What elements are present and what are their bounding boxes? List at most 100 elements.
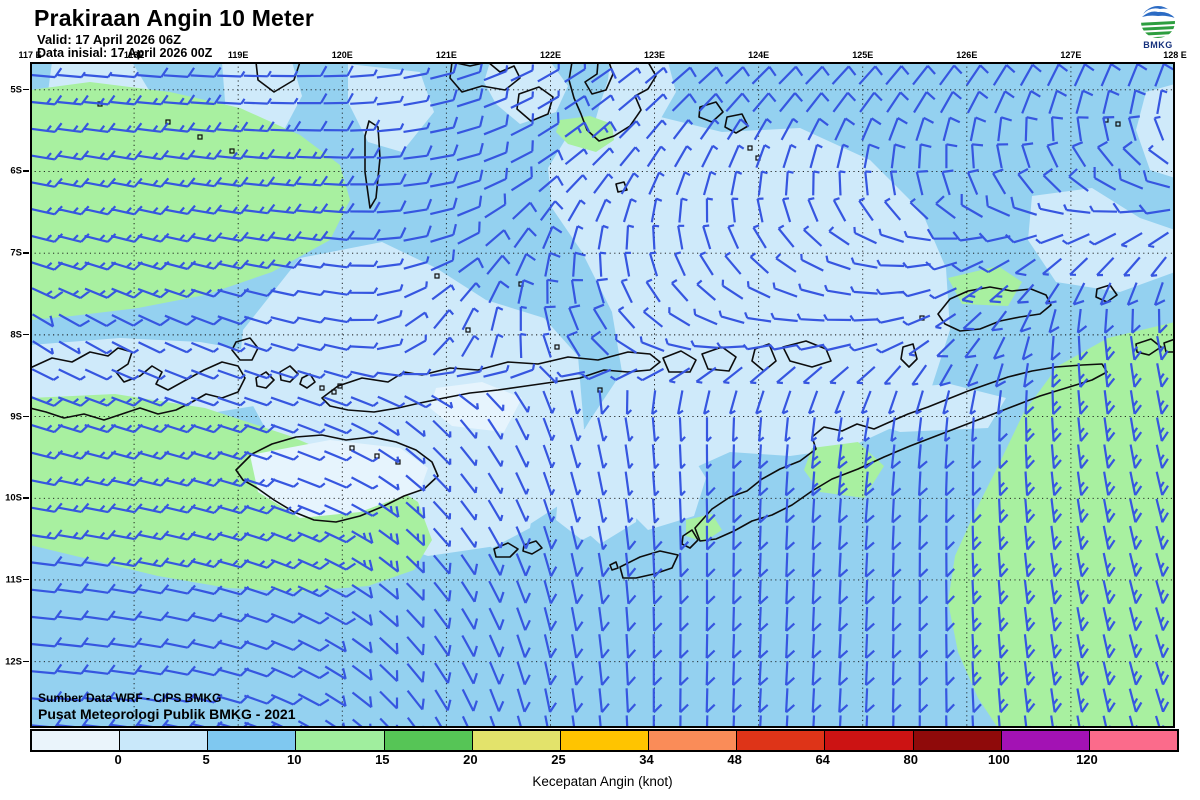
island-coastline <box>255 371 275 389</box>
colorbar-segment <box>559 731 649 750</box>
island-coastline <box>619 550 679 579</box>
island-coastline <box>1135 338 1162 356</box>
wind-speed-region-0-5kt <box>484 62 568 124</box>
data-source-label: Sumber Data WRF - CIPS BMKG <box>38 691 222 705</box>
publisher-label: Pusat Meteorologi Publik BMKG - 2021 <box>38 705 296 722</box>
lon-tick-label: 119E <box>227 50 249 60</box>
wind-speed-region-0-5kt <box>548 112 950 540</box>
colorbar-tick-label: 15 <box>375 752 390 767</box>
island-coastline <box>1163 338 1175 353</box>
colorbar-segment <box>1000 731 1089 750</box>
colorbar-tick-label: 20 <box>463 752 478 767</box>
lat-tick-mark <box>23 252 29 254</box>
wind-speed-region-0-5kt <box>618 446 706 530</box>
map-border <box>30 62 1175 728</box>
lat-tick-mark <box>23 660 29 663</box>
lat-tick-label: 10S <box>5 492 22 504</box>
island-coastline <box>724 113 749 134</box>
lat-tick-mark <box>23 170 29 172</box>
colorbar-tick-label: 48 <box>727 752 742 767</box>
colorbar-segment <box>471 731 560 750</box>
lat-tick-mark <box>23 497 29 499</box>
colorbar-tick-label: 64 <box>815 752 830 767</box>
lon-tick-label: 117 E <box>18 50 42 60</box>
lat-tick-label: 5S <box>10 84 22 96</box>
lat-tick-mark <box>23 88 29 91</box>
island-coastline <box>609 561 619 571</box>
island-coastline <box>900 343 918 368</box>
colorbar-segment <box>648 731 737 750</box>
wind-speed-region-0-5kt <box>1136 84 1175 178</box>
valid-time-label: Valid: 17 April 2026 06Z <box>37 32 182 47</box>
bmkg-globe-icon <box>1141 6 1175 38</box>
wind-speed-region-10-15kt <box>556 116 614 152</box>
islet-dot <box>1115 121 1121 127</box>
colorbar-segment <box>207 731 296 750</box>
lon-tick-label: 124E <box>748 50 770 60</box>
wind-map: Sumber Data WRF - CIPS BMKG Pusat Meteor… <box>30 62 1175 728</box>
lat-tick-label: 7S <box>10 247 22 259</box>
wind-speed-region-10-15kt <box>30 82 350 320</box>
lon-tick-label: 120E <box>331 50 353 60</box>
colorbar-segment <box>119 731 208 750</box>
colorbar-segment <box>736 731 825 750</box>
island-coastline <box>701 346 737 372</box>
colorbar-segment <box>383 731 472 750</box>
bmkg-logo-text: BMKG <box>1143 40 1173 50</box>
lon-tick-label: 128 E <box>1163 50 1187 60</box>
islet-dot <box>319 385 325 391</box>
colorbar-tick-label: 5 <box>202 752 210 767</box>
wind-speed-colorbar <box>30 729 1179 752</box>
source-attribution: Sumber Data WRF - CIPS BMKG Pusat Meteor… <box>38 691 296 722</box>
wind-barbs-layer <box>30 62 1174 728</box>
island-coastline <box>522 540 543 555</box>
colorbar-segment <box>295 731 384 750</box>
lon-tick-label: 126E <box>956 50 978 60</box>
page-title: Prakiraan Angin 10 Meter <box>34 5 315 31</box>
lat-tick-label: 9S <box>10 411 22 423</box>
islet-dot <box>554 344 560 350</box>
colorbar-tick-label: 100 <box>987 752 1010 767</box>
colorbar-tick-label: 0 <box>114 752 122 767</box>
colorbar-tick-label: 80 <box>903 752 918 767</box>
island-coastline <box>493 542 519 558</box>
islet-dot <box>337 383 343 389</box>
bmkg-logo: BMKG <box>1136 4 1180 52</box>
lat-tick-label: 11S <box>5 574 22 586</box>
wind-map-canvas <box>30 62 1175 728</box>
wind-speed-region-10-15kt <box>30 394 432 592</box>
lat-tick-mark <box>23 333 29 336</box>
island-coastline <box>30 347 246 421</box>
island-coastline <box>662 350 697 373</box>
islet-dot <box>331 389 337 395</box>
colorbar-tick-label: 25 <box>551 752 566 767</box>
colorbar-segment <box>32 731 120 750</box>
island-coastline <box>937 286 1052 332</box>
islet-dot <box>229 148 235 154</box>
islet-dot <box>434 273 440 279</box>
lat-tick-mark <box>23 578 29 581</box>
colorbar-tick-label: 34 <box>639 752 654 767</box>
lat-tick-label: 8S <box>10 329 22 341</box>
lat-tick-mark <box>23 415 29 418</box>
colorbar-segment <box>912 731 1001 750</box>
lon-tick-label: 127E <box>1060 50 1082 60</box>
colorbar-tick-label: 120 <box>1076 752 1098 767</box>
island-coastline <box>782 340 832 368</box>
colorbar-segment <box>824 731 913 750</box>
lon-tick-label: 118E <box>123 50 145 60</box>
initial-data-time-label: Data inisial: 17 April 2026 00Z <box>37 46 213 60</box>
lon-tick-label: 125E <box>852 50 874 60</box>
island-coastline <box>516 86 554 122</box>
lat-tick-label: 6S <box>10 165 22 177</box>
islet-dot <box>197 134 203 140</box>
island-coastline <box>698 101 724 123</box>
colorbar-segment <box>1088 731 1178 750</box>
island-coastline <box>681 529 699 549</box>
lon-tick-label: 122E <box>539 50 561 60</box>
lat-tick-label: 12S <box>5 656 22 668</box>
colorbar-caption: Kecepatan Angin (knot) <box>532 774 673 789</box>
lon-tick-label: 121E <box>435 50 457 60</box>
islet-dot <box>465 327 471 333</box>
